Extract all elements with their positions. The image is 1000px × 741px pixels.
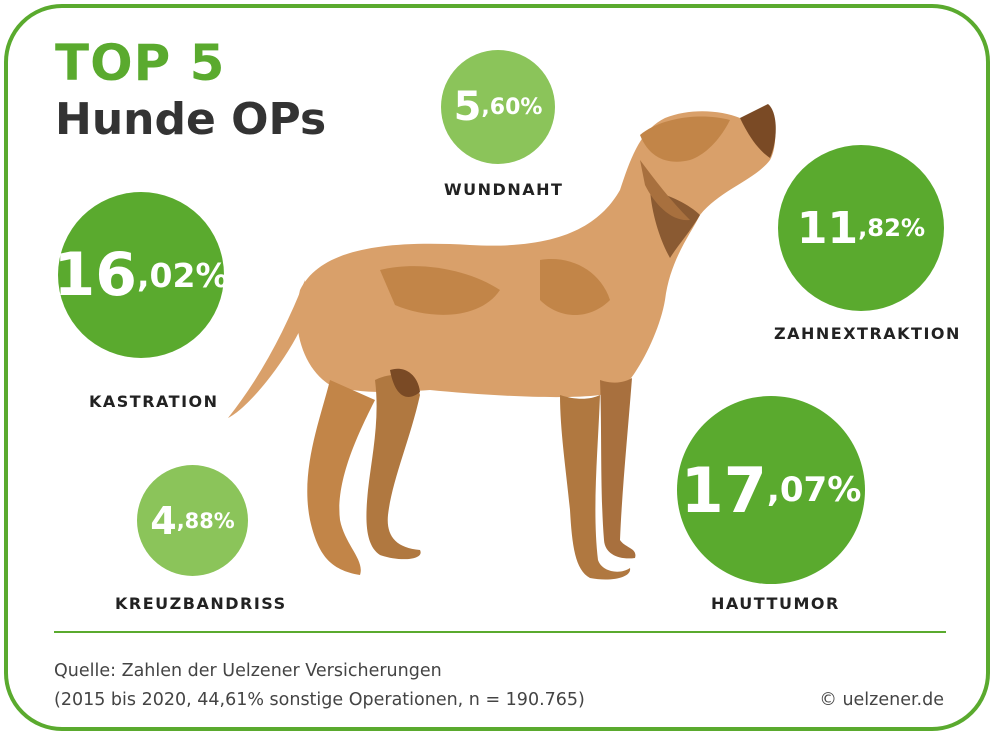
- value-hauttumor-frac: ,07%: [766, 470, 862, 510]
- bubble-kreuzbandriss: 4,88%: [137, 465, 248, 576]
- label-wundnaht: WUNDNAHT: [444, 180, 564, 199]
- title-hunde-ops: Hunde OPs: [55, 94, 327, 145]
- label-zahnextraktion: ZAHNEXTRAKTION: [774, 324, 961, 343]
- label-kreuzbandriss: KREUZBANDRISS: [115, 594, 287, 613]
- value-kastration-frac: ,02%: [136, 255, 229, 295]
- divider-line: [54, 631, 946, 633]
- label-hauttumor: HAUTTUMOR: [711, 594, 840, 613]
- bubble-wundnaht: 5,60%: [441, 50, 555, 164]
- value-wundnaht-frac: ,60%: [481, 94, 543, 120]
- value-kastration-int: 16: [53, 240, 137, 310]
- value-zahnextraktion-frac: ,82%: [858, 214, 926, 242]
- value-kreuzbandriss-frac: ,88%: [176, 508, 235, 533]
- value-zahnextraktion-int: 11: [796, 202, 859, 254]
- source-line-1: Quelle: Zahlen der Uelzener Versicherung…: [54, 661, 442, 681]
- value-wundnaht-int: 5: [453, 84, 482, 130]
- value-hauttumor-int: 17: [680, 453, 767, 527]
- title-top5: TOP 5: [55, 34, 226, 92]
- label-kastration: KASTRATION: [89, 392, 219, 411]
- value-kreuzbandriss-int: 4: [150, 498, 177, 543]
- copyright-link[interactable]: © uelzener.de: [819, 690, 944, 710]
- source-line-2: (2015 bis 2020, 44,61% sonstige Operatio…: [54, 690, 585, 710]
- bubble-hauttumor: 17,07%: [677, 396, 865, 584]
- bubble-kastration: 16,02%: [53, 192, 229, 358]
- bubble-zahnextraktion: 11,82%: [778, 145, 944, 311]
